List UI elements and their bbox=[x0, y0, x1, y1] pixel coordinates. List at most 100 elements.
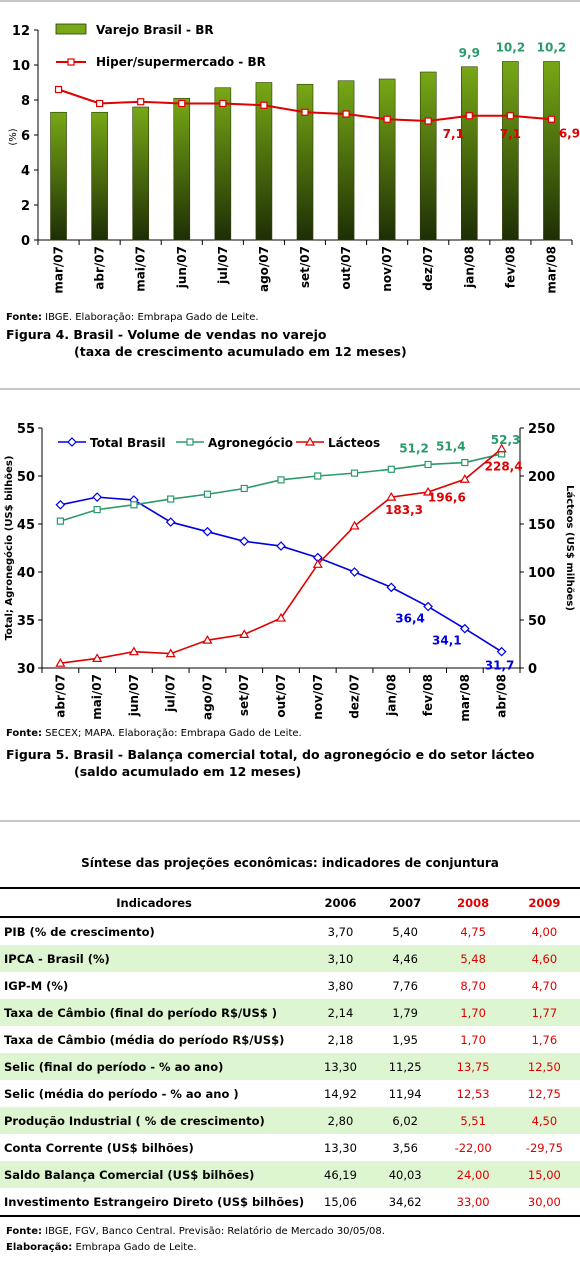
figure5-caption: Figura 5. Brasil - Balança comercial tot… bbox=[6, 746, 534, 780]
table-row: IPCA - Brasil (%) 3,10 4,46 5,48 4,60 bbox=[0, 945, 580, 972]
point-hiper bbox=[178, 99, 186, 108]
row-value-2009: 15,00 bbox=[508, 1161, 580, 1188]
row-value-2009: 4,60 bbox=[508, 945, 580, 972]
x-tick-label: fev/08 bbox=[503, 246, 517, 288]
figure5-source: Fonte: SECEX; MAPA. Elaboração: Embrapa … bbox=[6, 728, 302, 739]
point-hiper bbox=[547, 115, 556, 123]
row-value-2008: 24,00 bbox=[437, 1161, 509, 1188]
x-tick-label: mai/07 bbox=[134, 246, 148, 292]
table-source-label: Fonte: bbox=[6, 1226, 42, 1237]
data-label: 196,6 bbox=[428, 490, 466, 504]
data-label: 36,4 bbox=[395, 612, 425, 626]
point-hiper bbox=[137, 98, 145, 106]
row-value-2008: 33,00 bbox=[437, 1188, 509, 1217]
point-total-brasil bbox=[349, 567, 360, 577]
row-value-2009: 1,76 bbox=[531, 1032, 558, 1047]
row-value-2006: 2,80 bbox=[308, 1107, 373, 1134]
row-value-2009: 12,75 bbox=[527, 1086, 561, 1101]
point-agronegocio bbox=[277, 476, 285, 484]
table-row: Conta Corrente (US$ bilhões) 13,30 3,56 -22… bbox=[0, 1134, 580, 1161]
data-label: 10,2 bbox=[496, 41, 526, 55]
row-label: Saldo Balança Comercial (US$ bilhões) bbox=[0, 1161, 309, 1188]
row-value-2006: 46,19 bbox=[308, 1161, 373, 1188]
row-value-2007: 40,03 bbox=[372, 1161, 438, 1188]
retail-sales-chart: 0 2 4 6 8 10 12 (%) mar/07 abr/07 mai/07 jun/07 jul/… bbox=[8, 23, 580, 294]
point-total-brasil bbox=[202, 526, 213, 537]
divider-2 bbox=[0, 820, 580, 822]
row-value-2008: 5,51 bbox=[437, 1107, 509, 1134]
legend-label: Lácteos bbox=[328, 436, 380, 450]
legend-swatch-varejo bbox=[55, 23, 87, 35]
point-agronegocio bbox=[461, 458, 469, 467]
point-total-brasil bbox=[92, 492, 103, 502]
data-label: 228,4 bbox=[485, 460, 523, 474]
bar-varejo bbox=[337, 80, 355, 241]
header-2007: 2007 bbox=[372, 887, 438, 918]
x-tick-label: ago/07 bbox=[257, 246, 271, 292]
right-tick-label: 150 bbox=[528, 518, 555, 533]
row-value-2006: 2,18 bbox=[327, 1032, 354, 1047]
row-value-2006: 2,14 bbox=[308, 999, 373, 1026]
row-value-2009: 4,70 bbox=[531, 978, 558, 993]
row-value-2008: -22,00 bbox=[454, 1140, 492, 1155]
line-agronegocio bbox=[60, 453, 502, 522]
x-tick-label: jan/08 bbox=[384, 674, 398, 717]
bar-varejo bbox=[461, 66, 478, 241]
point-agronegocio bbox=[387, 465, 395, 473]
legend-marker bbox=[304, 436, 316, 446]
point-hiper bbox=[465, 112, 473, 120]
point-lacteos bbox=[165, 648, 176, 658]
x-tick-label: jan/08 bbox=[462, 246, 476, 289]
bar-varejo bbox=[543, 61, 560, 241]
row-label: Selic (final do período - % ao ano) bbox=[0, 1053, 309, 1080]
right-tick-label: 0 bbox=[528, 662, 537, 677]
left-tick-label: 55 bbox=[17, 422, 35, 437]
point-hiper bbox=[506, 112, 514, 120]
point-lacteos bbox=[92, 653, 103, 662]
row-value-2007: 5,40 bbox=[392, 924, 418, 939]
data-label: 10,2 bbox=[537, 41, 567, 55]
point-lacteos bbox=[55, 657, 66, 667]
x-tick-label: nov/07 bbox=[380, 246, 394, 292]
left-tick-label: 45 bbox=[17, 518, 35, 533]
table-credit-text: Embrapa Gado de Leite. bbox=[72, 1242, 197, 1253]
legend-label: Agronegócio bbox=[208, 436, 293, 450]
row-label: Taxa de Câmbio (média do período R$/US$) bbox=[4, 1032, 285, 1047]
row-label: IGP-M (%) bbox=[4, 978, 69, 993]
row-value-2007: 11,94 bbox=[388, 1086, 422, 1101]
row-value-2006: 13,30 bbox=[308, 1053, 373, 1080]
row-value-2008: 12,53 bbox=[456, 1086, 490, 1101]
header-indicadores: Indicadores bbox=[0, 887, 309, 918]
row-value-2007: 1,79 bbox=[372, 999, 438, 1026]
data-label: 31,7 bbox=[485, 659, 515, 673]
right-tick-label: 100 bbox=[528, 566, 555, 581]
row-value-2009: 4,50 bbox=[508, 1107, 580, 1134]
x-tick-label: out/07 bbox=[274, 674, 288, 718]
left-axis-label: Total; Agronegócio (US$ bilhões) bbox=[3, 456, 15, 641]
bar-varejo bbox=[50, 111, 67, 241]
row-value-2006: 3,70 bbox=[327, 924, 354, 939]
row-value-2008: 1,70 bbox=[460, 1032, 486, 1047]
bar-varejo bbox=[255, 82, 273, 241]
divider-1 bbox=[0, 388, 580, 390]
bar-varejo bbox=[419, 71, 437, 241]
x-tick-label: set/07 bbox=[298, 246, 312, 288]
table-row: Taxa de Câmbio (final do período R$/US$ … bbox=[0, 999, 580, 1026]
y-tick-label: 10 bbox=[12, 59, 30, 74]
y-tick-label: 4 bbox=[21, 164, 30, 179]
figure5-source-text: SECEX; MAPA. Elaboração: Embrapa Gado de… bbox=[41, 728, 302, 739]
point-lacteos bbox=[349, 520, 360, 530]
x-tick-label: mar/08 bbox=[458, 674, 472, 722]
point-lacteos bbox=[423, 486, 434, 496]
point-hiper bbox=[383, 115, 391, 123]
point-lacteos bbox=[386, 491, 397, 501]
row-value-2009: -29,75 bbox=[525, 1140, 563, 1155]
right-tick-label: 200 bbox=[528, 470, 555, 485]
legend-marker bbox=[186, 438, 194, 446]
point-lacteos bbox=[128, 646, 139, 656]
left-tick-label: 40 bbox=[17, 566, 35, 581]
row-value-2007: 7,76 bbox=[392, 978, 418, 993]
x-tick-label: dez/07 bbox=[421, 246, 435, 291]
row-value-2008: 1,70 bbox=[437, 999, 509, 1026]
row-value-2008: 4,75 bbox=[460, 924, 486, 939]
